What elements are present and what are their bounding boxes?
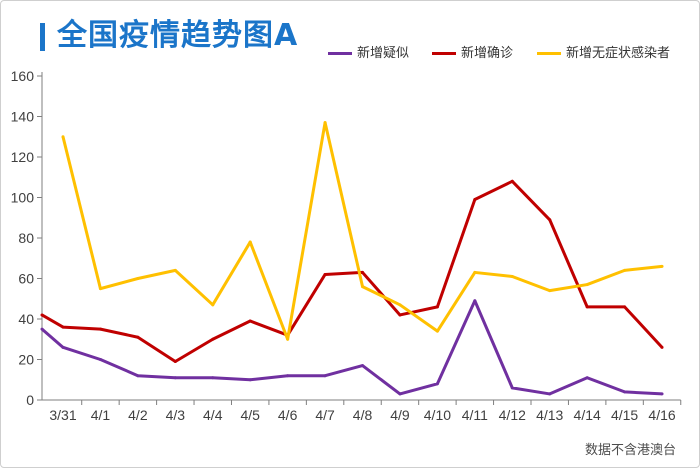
suspected-point-4-16 — [660, 392, 664, 396]
x-tick-label-4-14: 4/14 — [574, 407, 601, 423]
confirmed-point-4-13 — [548, 218, 552, 222]
y-tick-label-140: 140 — [11, 109, 35, 125]
suspected-point-4-8 — [361, 364, 365, 368]
legend-item-suspected: 新增疑似 — [328, 44, 409, 62]
x-tick-label-4-16: 4/16 — [648, 407, 675, 423]
suspected-point-4-4 — [211, 376, 215, 380]
series-group — [40, 121, 664, 396]
confirmed-point-4-14 — [585, 305, 589, 309]
suspected-point-4-12 — [510, 386, 514, 390]
x-tick-label-4-1: 4/1 — [91, 407, 111, 423]
title-accent-bar — [40, 23, 45, 51]
y-tick-label-80: 80 — [18, 230, 34, 246]
x-tick-label-4-3: 4/3 — [166, 407, 186, 423]
x-tick-label-4-8: 4/8 — [353, 407, 373, 423]
confirmed-point-4-2 — [136, 335, 140, 339]
x-tick-label-4-5: 4/5 — [240, 407, 260, 423]
x-axis: 3/31 4/1 4/2 4/3 4/4 4/5 4/6 4/7 4/8 4/9 4/10 4/11 4… — [42, 399, 682, 423]
data-scope-note: 数据不含港澳台 — [584, 442, 676, 457]
suspected-point-4-1 — [98, 358, 102, 361]
x-tick-label-4-12: 4/12 — [499, 407, 526, 423]
y-tick-label-0: 0 — [26, 392, 34, 408]
suspected-point-4-7 — [323, 374, 327, 378]
asymptomatic-point-4-8 — [361, 285, 365, 289]
confirmed-cases-line — [41, 179, 664, 364]
y-tick-label-40: 40 — [18, 311, 34, 327]
suspected-point-4-6 — [286, 374, 290, 378]
suspected-point-3-31 — [61, 345, 65, 349]
asymptomatic-point-4-3 — [173, 268, 177, 272]
y-tick-label-60: 60 — [18, 271, 34, 287]
suspected-point-4-13 — [548, 392, 552, 396]
chart-title: 全国疫情趋势图A — [57, 18, 299, 53]
y-tick-label-120: 120 — [11, 149, 35, 165]
suspected-cases-line — [41, 299, 663, 396]
asymptomatic-point-4-6 — [286, 337, 290, 341]
suspected-point-4-11 — [473, 299, 477, 303]
legend-swatch-asymptomatic — [537, 51, 561, 55]
x-tick-label-4-15: 4/15 — [611, 407, 638, 423]
legend-item-confirmed: 新增确诊 — [432, 44, 513, 62]
x-tick-label-4-7: 4/7 — [315, 407, 335, 423]
confirmed-point-4-3 — [173, 360, 177, 364]
x-tick-label-4-6: 4/6 — [278, 407, 298, 423]
x-tick-label-4-13: 4/13 — [536, 407, 563, 423]
x-tick-label-4-11: 4/11 — [462, 407, 488, 423]
confirmed-point-3-31 — [61, 325, 65, 329]
confirmed-point-4-15 — [623, 305, 627, 309]
confirmed-point-axis-start — [40, 313, 44, 317]
confirmed-point-4-16 — [660, 345, 664, 349]
asymptomatic-cases-line — [61, 121, 663, 341]
asymptomatic-point-4-11 — [473, 270, 477, 274]
confirmed-point-4-4 — [211, 337, 215, 341]
asymptomatic-point-4-15 — [623, 268, 627, 272]
legend-label-asymptomatic: 新增无症状感染者 — [566, 45, 671, 60]
asymptomatic-point-4-1 — [98, 287, 102, 291]
asymptomatic-point-3-31 — [61, 135, 65, 139]
legend-swatch-suspected — [328, 51, 352, 55]
suspected-point-4-2 — [136, 374, 140, 378]
asymptomatic-point-4-13 — [548, 289, 552, 293]
x-tick-label-3-31: 3/31 — [49, 407, 76, 423]
suspected-point-4-14 — [585, 376, 589, 380]
y-axis: 0 20 40 60 80 100 120 140 160 — [11, 68, 43, 408]
x-tick-label-4-9: 4/9 — [390, 407, 410, 423]
legend-swatch-confirmed — [432, 51, 456, 55]
confirmed-point-4-12 — [510, 179, 514, 183]
suspected-point-4-15 — [623, 390, 627, 394]
confirmed-point-4-11 — [473, 198, 477, 202]
x-tick-label-4-10: 4/10 — [424, 407, 451, 423]
suspected-point-4-9 — [398, 392, 402, 396]
confirmed-point-4-9 — [398, 313, 402, 317]
confirmed-point-4-8 — [361, 270, 365, 274]
suspected-point-4-3 — [173, 376, 177, 380]
asymptomatic-point-4-10 — [435, 329, 439, 333]
asymptomatic-point-4-4 — [211, 303, 215, 307]
suspected-point-4-5 — [248, 378, 252, 382]
y-tick-label-160: 160 — [11, 68, 35, 84]
legend-label-suspected: 新增疑似 — [357, 45, 410, 60]
asymptomatic-point-4-5 — [248, 240, 252, 244]
asymptomatic-point-4-16 — [660, 264, 664, 268]
asymptomatic-point-4-12 — [510, 274, 514, 278]
legend-label-confirmed: 新增确诊 — [461, 45, 514, 60]
confirmed-point-4-1 — [98, 327, 102, 331]
suspected-point-axis-start — [40, 327, 44, 331]
asymptomatic-point-4-9 — [398, 303, 402, 307]
suspected-point-4-10 — [435, 382, 439, 386]
x-tick-label-4-4: 4/4 — [203, 407, 223, 423]
confirmed-point-4-10 — [435, 305, 439, 309]
legend-item-asymptomatic: 新增无症状感染者 — [537, 44, 670, 62]
y-tick-label-20: 20 — [18, 352, 34, 368]
confirmed-point-4-5 — [248, 319, 252, 323]
x-tick-label-4-2: 4/2 — [128, 407, 148, 423]
confirmed-point-4-7 — [323, 272, 327, 276]
asymptomatic-point-4-2 — [136, 277, 140, 280]
y-tick-label-100: 100 — [11, 190, 35, 206]
asymptomatic-point-4-14 — [585, 283, 589, 287]
asymptomatic-point-4-7 — [323, 121, 327, 125]
